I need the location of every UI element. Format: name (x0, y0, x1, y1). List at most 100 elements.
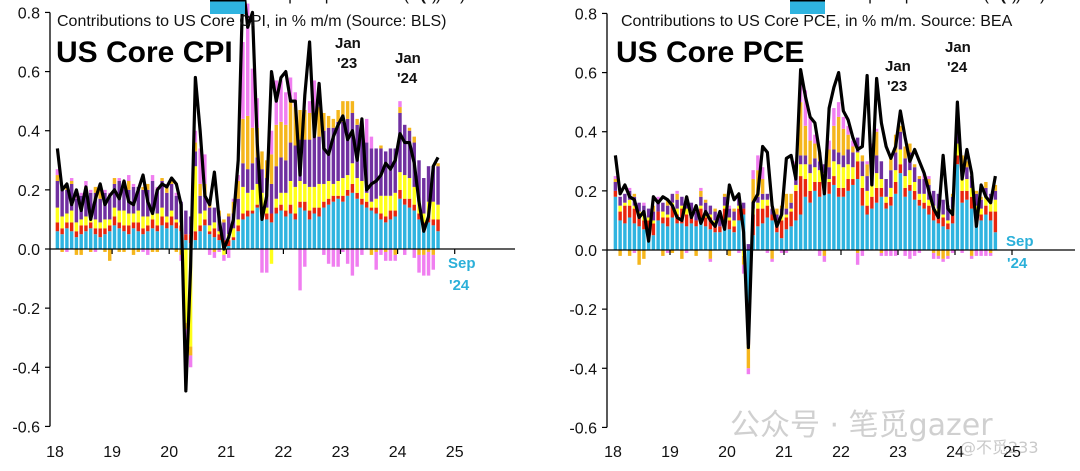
pce-bar-health (765, 205, 770, 218)
cpi-bar-used_cars (360, 249, 364, 255)
pce-bar-used_cars (632, 250, 637, 253)
pce-bar-services (851, 184, 855, 250)
pce-bar-transport (794, 184, 798, 191)
pce-bar-transport (979, 208, 983, 215)
cpi-bar-transport (374, 198, 378, 208)
pce-bar-services (794, 220, 798, 250)
pce-bar-goods (798, 102, 803, 156)
cpi-bar-services (403, 204, 407, 249)
cpi-bar-used_cars (379, 249, 383, 255)
pce-bar-oer (651, 211, 656, 221)
cpi-bar-used_cars (246, 3, 250, 116)
pce-bar-transport (851, 167, 855, 180)
cpi-bar-goods (284, 124, 288, 161)
cpi-bar-health (336, 195, 340, 199)
pce-bar-oer (732, 211, 736, 221)
pce-bar-services (893, 193, 898, 250)
cpi-bar-services (250, 213, 255, 249)
pce-x-tick-label: 20 (718, 444, 736, 461)
pce-bar-goods (675, 193, 679, 200)
pce-bar-health (908, 184, 912, 191)
pce-bar-goods (789, 193, 793, 203)
cpi-bar-services (155, 231, 160, 249)
cpi-bar-health (198, 225, 202, 232)
pce-bar-health (803, 179, 808, 197)
pce-bar-health (898, 164, 903, 174)
pce-bar-oer (865, 176, 869, 191)
pce-bar-health (656, 211, 660, 221)
cpi-x-tick-label: 24 (389, 444, 407, 461)
cpi-bar-transport (127, 213, 131, 226)
cpi-bar-goods (198, 183, 202, 196)
cpi-bar-health (60, 228, 64, 235)
pce-bar-health (903, 187, 907, 197)
pce-y-tick-label: 0.4 (575, 125, 597, 142)
pce-bar-used_cars (851, 140, 855, 147)
pce-bar-used_cars (950, 250, 955, 253)
pce-bar-used_cars (908, 250, 912, 259)
cpi-bar-goods (117, 249, 121, 252)
pce-bar-oer (903, 158, 907, 177)
pce-bar-oer (832, 149, 836, 162)
cpi-bar-used_cars (412, 249, 416, 258)
pce-bar-oer (718, 217, 722, 227)
pce-bar-oer (984, 187, 988, 197)
pce-bar-services (722, 223, 727, 250)
pce-bar-services (746, 250, 751, 339)
pce-bar-health (756, 208, 760, 227)
pce-bar-goods (732, 208, 736, 212)
pce-bar-health (618, 211, 622, 221)
pce-bar-health (760, 208, 765, 224)
pce-x-tick-label: 21 (775, 444, 793, 461)
cpi-annotations: Jan '23 Jan '24 Sep '24 (335, 35, 476, 294)
cpi-bar-health (269, 213, 274, 223)
pce-bars (613, 72, 998, 375)
cpi-bar-goods (293, 107, 298, 146)
cpi-bar-health (388, 210, 393, 220)
cpi-bar-oer (112, 183, 117, 208)
cpi-bar-health (141, 228, 145, 235)
cpi-bar-services (69, 231, 74, 249)
pce-chart: -0.6 -0.4 -0.2 0.0 0.2 0.4 0.6 0.8 18 19 20 21 22 23 2… (569, 0, 1075, 461)
pce-bar-services (879, 196, 884, 250)
pce-bar-transport (927, 199, 931, 206)
cpi-bar-health (398, 189, 402, 199)
cpi-bar-used_cars (426, 251, 431, 276)
cpi-total-line (55, 0, 440, 393)
cpi-bar-transport (360, 180, 364, 199)
pce-bar-services (708, 229, 713, 250)
cpi-bar-services (122, 231, 126, 249)
cpi-bar-goods (274, 124, 278, 167)
cpi-bar-health (203, 219, 207, 226)
cpi-title: US Core CPI (56, 36, 233, 69)
cpi-bar-used_cars (369, 136, 374, 149)
pce-bar-oer (618, 196, 622, 206)
pce-bar-used_cars (979, 250, 983, 256)
pce-bar-health (732, 226, 736, 233)
pce-bar-transport (803, 164, 808, 180)
pce-bar-transport (870, 184, 874, 197)
pce-legend-label-oer: Owner's equivalent rent (OER) (828, 0, 1045, 4)
pce-bar-health (841, 187, 846, 197)
pce-bar-goods (931, 250, 936, 253)
pce-bar-health (984, 205, 988, 215)
pce-bar-used_cars (813, 134, 817, 144)
pce-bar-oer (775, 214, 779, 221)
pce-bar-services (889, 205, 893, 250)
pce-annotation-year: '23 (887, 78, 907, 95)
pce-bar-transport (765, 199, 770, 206)
cpi-bar-oer (203, 195, 207, 211)
cpi-bar-used_cars (146, 249, 150, 255)
cpi-bar-services (350, 192, 355, 249)
pce-y-tick-label: -0.2 (569, 302, 597, 319)
pce-bar-services (713, 232, 717, 250)
pce-bar-services (670, 217, 675, 250)
pce-bar-services (627, 217, 632, 250)
cpi-bar-services (307, 219, 312, 249)
pce-x-tick-label: 18 (604, 444, 622, 461)
cpi-bar-services (341, 201, 345, 249)
pce-bar-health (808, 190, 812, 203)
pce-bar-goods (808, 140, 812, 165)
cpi-bar-transport (217, 231, 221, 235)
pce-bar-used_cars (960, 250, 964, 253)
